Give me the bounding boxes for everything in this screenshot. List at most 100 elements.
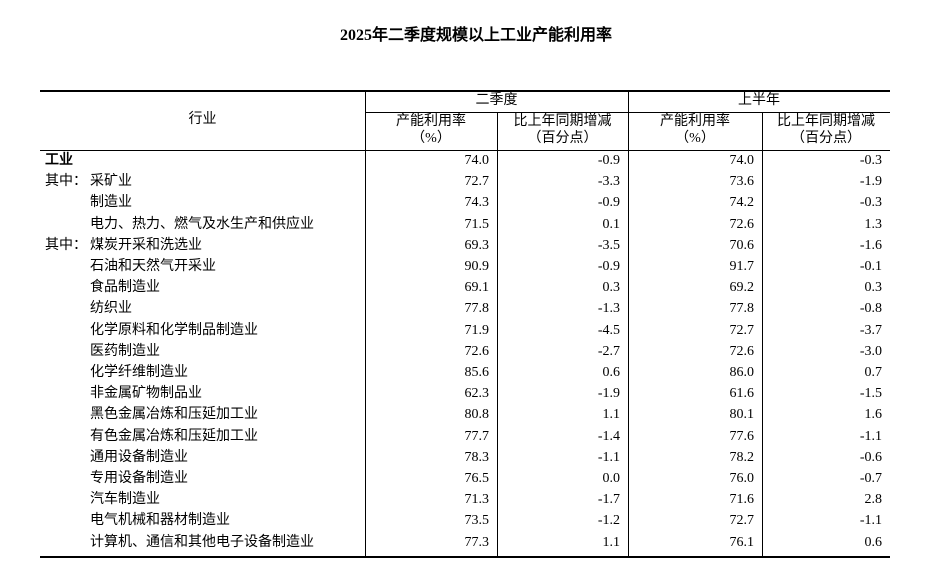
cell-value: 90.9 — [464, 259, 490, 274]
column-header: （%） — [675, 131, 715, 146]
cell-value: -3.7 — [859, 322, 882, 338]
cell-value: 72.7 — [729, 322, 755, 338]
column-header: 比上年同期增减 — [777, 114, 875, 129]
row-label: 电气机械和器材制造业 — [90, 513, 230, 529]
row-label: 采矿业 — [90, 174, 132, 190]
cell-value: 78.2 — [729, 449, 755, 465]
cell-value: -0.7 — [859, 471, 882, 486]
row-label: 专用设备制造业 — [90, 471, 188, 486]
column-header: （百分点） — [527, 131, 598, 146]
cell-value: 71.3 — [464, 492, 490, 508]
cell-value: -1.9 — [597, 386, 620, 402]
cell-value: 1.1 — [602, 534, 621, 550]
cell-value: 73.5 — [464, 513, 490, 529]
row-label: 食品制造业 — [90, 280, 160, 296]
group-header: 二季度 — [475, 93, 518, 108]
cell-value: 72.7 — [729, 513, 755, 529]
cell-value: 72.6 — [729, 343, 755, 359]
row-prefix: 其中： — [45, 237, 87, 253]
column-header: 产能利用率 — [396, 114, 466, 129]
row-label: 化学纤维制造业 — [90, 365, 188, 380]
cell-value: 0.3 — [602, 280, 621, 296]
cell-value: 0.6 — [602, 365, 621, 380]
row-label-header: 行业 — [188, 112, 217, 127]
cell-value: 86.0 — [729, 365, 755, 380]
cell-value: 77.3 — [464, 534, 490, 550]
row-label: 通用设备制造业 — [90, 449, 188, 465]
cell-value: 74.0 — [729, 153, 755, 168]
cell-value: 78.3 — [464, 449, 490, 465]
cell-value: 85.6 — [464, 365, 490, 380]
cell-value: -3.3 — [597, 174, 620, 190]
row-label: 制造业 — [90, 195, 132, 211]
cell-value: 71.9 — [464, 322, 490, 338]
cell-value: -1.3 — [597, 301, 620, 317]
cell-value: 80.8 — [464, 407, 490, 423]
rule — [365, 112, 890, 113]
row-label: 黑色金属冶炼和压延加工业 — [90, 407, 258, 423]
cell-value: 76.0 — [729, 471, 755, 486]
cell-value: -1.7 — [597, 492, 620, 508]
cell-value: 0.7 — [864, 365, 883, 380]
cell-value: 74.2 — [729, 195, 755, 211]
cell-value: -3.5 — [597, 237, 620, 253]
cell-value: -3.0 — [859, 343, 882, 359]
cell-value: 77.8 — [464, 301, 490, 317]
cell-value: 0.6 — [864, 534, 883, 550]
cell-value: 77.8 — [729, 301, 755, 317]
cell-value: -1.1 — [859, 513, 882, 529]
row-label: 计算机、通信和其他电子设备制造业 — [90, 534, 314, 550]
cell-value: 91.7 — [729, 259, 755, 274]
cell-value: 0.1 — [602, 216, 621, 232]
cell-value: 71.6 — [729, 492, 755, 508]
rule — [497, 112, 498, 556]
rule — [762, 112, 763, 556]
cell-value: 72.6 — [729, 216, 755, 232]
cell-value: -0.6 — [859, 449, 882, 465]
cell-value: -0.3 — [859, 153, 882, 168]
cell-value: 74.0 — [464, 153, 490, 168]
cell-value: -1.5 — [859, 386, 882, 402]
cell-value: 76.5 — [464, 471, 490, 486]
cell-value: -0.9 — [597, 153, 620, 168]
cell-value: 0.0 — [602, 471, 621, 486]
rule — [365, 90, 366, 556]
row-label: 电力、热力、燃气及水生产和供应业 — [90, 216, 314, 232]
row-label: 纺织业 — [90, 301, 132, 317]
cell-value: -2.7 — [597, 343, 620, 359]
cell-value: 0.3 — [864, 280, 883, 296]
cell-value: 74.3 — [464, 195, 490, 211]
cell-value: -1.9 — [859, 174, 882, 190]
rule — [40, 90, 890, 92]
cell-value: 70.6 — [729, 237, 755, 253]
cell-value: 80.1 — [729, 407, 755, 423]
cell-value: 76.1 — [729, 534, 755, 550]
column-header: 产能利用率 — [660, 114, 730, 129]
group-header: 上半年 — [738, 93, 780, 108]
cell-value: 69.3 — [464, 237, 490, 253]
table-title: 2025年二季度规模以上工业产能利用率 — [339, 27, 612, 44]
cell-value: 73.6 — [729, 174, 755, 190]
row-label: 石油和天然气开采业 — [90, 259, 216, 274]
cell-value: -1.1 — [597, 449, 620, 465]
cell-value: 72.7 — [464, 174, 490, 190]
cell-value: -0.1 — [859, 259, 882, 274]
cell-value: 69.2 — [729, 280, 755, 296]
cell-value: 69.1 — [464, 280, 490, 296]
cell-value: -1.6 — [859, 237, 882, 253]
cell-value: 71.5 — [464, 216, 490, 232]
cell-value: -0.9 — [597, 259, 620, 274]
rule — [40, 555, 890, 558]
row-label: 化学原料和化学制品制造业 — [90, 322, 258, 338]
row-label: 煤炭开采和洗选业 — [90, 237, 202, 253]
rule — [628, 90, 629, 556]
cell-value: -0.8 — [859, 301, 882, 317]
rule — [40, 150, 890, 151]
cell-value: -4.5 — [597, 322, 620, 338]
cell-value: 72.6 — [464, 343, 490, 359]
row-label: 汽车制造业 — [90, 492, 160, 508]
column-header: 比上年同期增减 — [513, 114, 612, 129]
row-label: 有色金属冶炼和压延加工业 — [90, 428, 258, 444]
column-header: （百分点） — [791, 131, 861, 146]
